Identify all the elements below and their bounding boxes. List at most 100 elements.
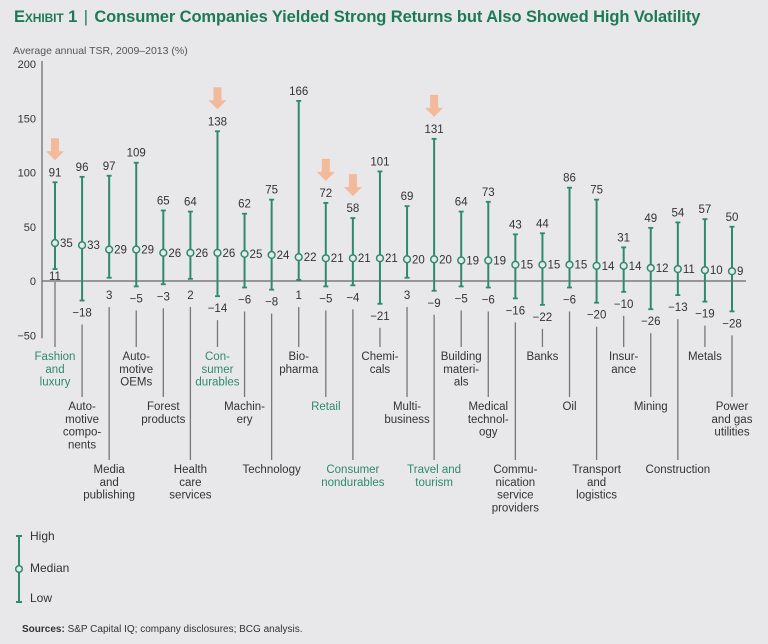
category-label-line: Commu- — [493, 464, 537, 476]
median-value-label: 15 — [575, 260, 588, 272]
median-point — [484, 256, 493, 265]
median-value-label: 21 — [358, 253, 371, 265]
category-label: Bio-pharma — [279, 351, 319, 376]
high-value-label: 69 — [401, 191, 414, 203]
low-value-label: −6 — [482, 295, 495, 307]
median-value-label: 15 — [547, 260, 560, 272]
low-value-label: −21 — [370, 311, 390, 323]
category-label-line: Con- — [205, 351, 230, 363]
category-label: Commu-nication service providers — [492, 464, 540, 514]
sources-label: Sources: — [22, 624, 65, 635]
median-point — [700, 266, 710, 275]
median-value-label: 9 — [737, 266, 743, 278]
median-point — [429, 255, 439, 264]
category-label-line: Technology — [243, 464, 301, 476]
category-label: Travel and tourism — [407, 464, 461, 489]
category-label: Construction — [646, 464, 711, 476]
high-value-label: 62 — [238, 199, 251, 211]
category-label: Auto-motive OEMs — [119, 351, 153, 389]
sources-note: Sources: S&P Capital IQ; company disclos… — [22, 624, 303, 635]
low-value-label: −14 — [208, 303, 228, 315]
category-label-line: Metals — [688, 351, 722, 363]
low-value-label: −8 — [265, 297, 278, 309]
high-value-label: 57 — [699, 204, 712, 216]
high-value-label: 96 — [76, 162, 89, 174]
high-value-label: 73 — [482, 187, 495, 199]
category-label-line: utilities — [714, 427, 749, 439]
category-label-line: nication — [496, 477, 536, 489]
median-point — [50, 238, 60, 248]
median-value-label: 33 — [87, 240, 100, 252]
legend-median: Median — [30, 561, 70, 575]
category-label: Transport and logistics — [572, 464, 622, 502]
category-label: Con-sumer durables — [195, 351, 239, 389]
median-value-label: 21 — [331, 253, 344, 265]
median-point — [538, 260, 547, 269]
category-label-line: durables — [195, 377, 239, 389]
category-label-line: service — [497, 490, 533, 502]
category-label-line: Medical — [468, 401, 508, 413]
low-value-label: −3 — [157, 291, 170, 303]
category-label: Oil — [562, 401, 576, 413]
high-value-label: 131 — [425, 124, 444, 136]
median-value-label: 12 — [656, 263, 669, 275]
category-label-line: Mining — [634, 401, 668, 413]
title-text: Consumer Companies Yielded Strong Return… — [94, 8, 701, 26]
high-value-label: 72 — [319, 188, 332, 200]
low-value-label: −9 — [428, 298, 441, 310]
category-label-line: logistics — [576, 490, 617, 502]
low-value-label: −16 — [506, 305, 526, 317]
median-point — [77, 241, 87, 250]
y-tick-label: 100 — [18, 168, 36, 180]
high-value-label: 54 — [671, 207, 684, 219]
category-label-line: services — [169, 490, 211, 502]
category-label: Metals — [688, 351, 722, 363]
y-tick-label: −50 — [17, 330, 36, 342]
legend-low: Low — [30, 591, 53, 605]
category-label-line: Power — [716, 401, 749, 413]
low-value-label: −5 — [319, 293, 332, 305]
median-point — [457, 256, 466, 265]
category-label: Health care services — [169, 464, 211, 502]
category-label-line: Transport — [572, 464, 622, 476]
y-tick-label: 200 — [18, 59, 36, 71]
median-point — [511, 260, 520, 269]
low-value-label: −28 — [722, 318, 742, 330]
category-label-line: materi- — [443, 364, 479, 376]
median-point — [619, 261, 628, 270]
category-label-line: luxury — [40, 377, 71, 389]
median-value-label: 19 — [466, 255, 479, 267]
category-label-line: OEMs — [120, 377, 152, 389]
low-value-label: 3 — [106, 290, 112, 302]
category-label-line: Chemi- — [361, 351, 398, 363]
category-label: Forest products — [141, 401, 185, 426]
category-label-line: Auto- — [122, 351, 150, 363]
y-tick-label: 0 — [30, 276, 36, 288]
category-label: Consumer nondurables — [321, 464, 385, 489]
category-label: Banks — [526, 351, 558, 363]
category-label: Multi-business — [384, 401, 430, 426]
median-value-label: 14 — [602, 261, 615, 273]
category-label-line: motive — [119, 364, 153, 376]
high-value-label: 75 — [590, 185, 603, 197]
category-label-line: Bio- — [288, 351, 309, 363]
category-label-line: Multi- — [393, 401, 421, 413]
low-value-label: 3 — [404, 290, 410, 302]
category-label: Technology — [243, 464, 301, 476]
high-value-label: 101 — [370, 156, 389, 168]
median-value-label: 22 — [304, 252, 317, 264]
low-value-label: −5 — [455, 293, 468, 305]
category-label: Machin-ery — [224, 401, 265, 426]
legend-high: High — [30, 529, 55, 543]
median-point — [348, 254, 358, 263]
median-point — [294, 252, 303, 262]
median-value-label: 35 — [60, 238, 73, 250]
category-label: Chemi-cals — [361, 351, 398, 376]
median-value-label: 14 — [629, 261, 642, 273]
median-point — [159, 248, 168, 257]
y-tick-label: 50 — [24, 222, 36, 234]
high-value-label: 109 — [127, 148, 146, 160]
median-point — [673, 264, 682, 274]
high-value-label: 49 — [644, 213, 657, 225]
category-label-line: pharma — [279, 364, 319, 376]
